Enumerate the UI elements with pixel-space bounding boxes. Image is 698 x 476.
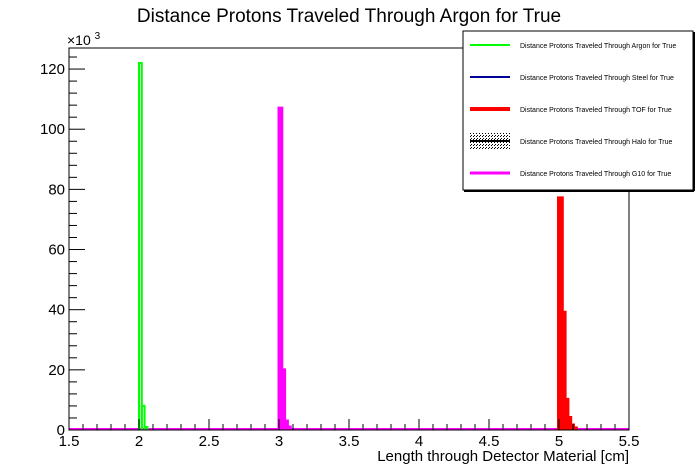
x-tick-label: 1.5 [59,433,80,450]
legend: Distance Protons Traveled Through Argon … [462,30,695,192]
histogram-bin [277,106,284,430]
legend-entry-label: Distance Protons Traveled Through Halo f… [520,139,673,146]
histogram-bin [559,310,567,430]
y-tick-label: 60 [48,242,65,259]
x-tick-label: 3.5 [339,433,360,450]
y-multiplier: ×10 3 [67,31,101,48]
y-tick-label: 0 [57,422,65,439]
histogram-bin [138,62,143,430]
y-tick-label: 40 [48,302,65,319]
histogram-bin [143,425,149,430]
x-axis-label: Length through Detector Material [cm] [377,448,629,465]
histogram-bin [280,368,287,430]
legend-entry-label: Distance Protons Traveled Through G10 fo… [520,171,671,178]
x-tick-label: 3 [275,433,283,450]
histogram-bin [285,425,292,430]
legend-entry-label: Distance Protons Traveled Through Steel … [520,75,674,82]
y-tick-label: 120 [40,61,65,78]
y-multiplier-exponent: 3 [95,31,101,42]
x-tick-label: 5 [555,433,563,450]
chart-title: Distance Protons Traveled Through Argon … [137,6,561,27]
x-tick-label: 2.5 [199,433,220,450]
axes-layer: 1.5 2 2.5 3 3.5 4 4.5 5 5.5 0 20 40 60 80 100 120 [40,47,640,450]
y-multiplier-base: ×10 [67,32,91,48]
y-tick-label: 80 [48,181,65,198]
x-tick-label: 4 [415,433,423,450]
y-tick-label: 20 [48,362,65,379]
legend-entry-label: Distance Protons Traveled Through Argon … [520,43,676,50]
histogram-bin [562,397,570,430]
x-tick-label: 5.5 [619,433,640,450]
histogram-bin [140,404,146,430]
histogram-bin [283,419,289,430]
y-tick-label: 100 [40,121,65,138]
x-tick-label: 2 [135,433,143,450]
x-tick-label: 4.5 [479,433,500,450]
legend-entry-label: Distance Protons Traveled Through TOF fo… [520,107,672,114]
